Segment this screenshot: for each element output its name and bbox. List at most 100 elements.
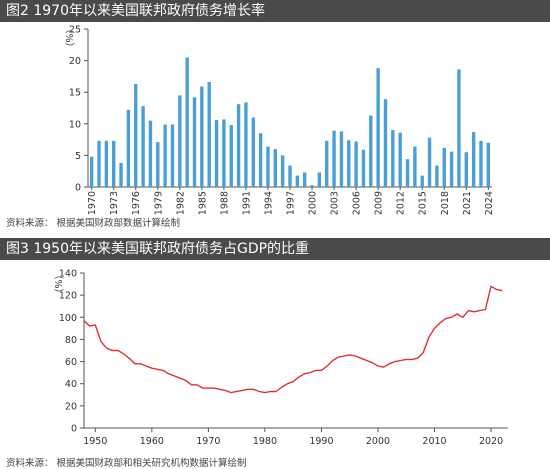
bar [332, 130, 336, 187]
bar [383, 99, 388, 187]
bar [347, 140, 351, 187]
bar [273, 149, 277, 187]
y-tick-label: 0 [75, 183, 81, 194]
bar [442, 147, 446, 187]
bar [369, 115, 373, 187]
figure2-title: 图3 1950年以来美国联邦政府债务占GDP的比重 [0, 238, 550, 260]
bar [288, 165, 292, 187]
bar [325, 140, 329, 187]
bar [303, 172, 307, 187]
x-tick-label: 2024 [484, 191, 495, 215]
x-tick-label: 1970 [87, 191, 98, 215]
bar [405, 159, 410, 187]
bar [391, 130, 395, 187]
x-tick-label: 1979 [153, 191, 164, 215]
bar [207, 82, 211, 187]
y-axis-unit-label: （%） [63, 24, 75, 52]
bar [97, 140, 101, 187]
bar [185, 57, 189, 187]
bar [229, 125, 233, 187]
bar [163, 124, 167, 187]
x-tick-label: 1985 [197, 191, 208, 215]
figure1-title: 图2 1970年以来美国联邦政府债务增长率 [0, 0, 550, 22]
bar [192, 97, 197, 187]
bar [413, 146, 417, 187]
y-tick-label: 10 [69, 119, 81, 130]
bar [236, 104, 241, 187]
x-tick-label: 2018 [440, 191, 451, 215]
x-tick-label: 1991 [241, 191, 252, 215]
bar [266, 146, 270, 187]
y-axis-unit-label: （%） [52, 270, 64, 298]
figure2-source: 资料来源： 根据美国财政部和相关研究机构数据计算绘制 [6, 458, 247, 469]
y-tick-label: 60 [65, 357, 77, 368]
bar [479, 140, 483, 187]
bar [170, 124, 175, 187]
x-tick-label: 2006 [352, 191, 363, 215]
bar [214, 120, 219, 187]
bar [457, 69, 461, 187]
bar-chart: 0 5 10 15 20 25（%） 1970 1973 1976 1979 1982 1985 198… [63, 24, 495, 215]
x-tick-label: 2010 [422, 436, 446, 447]
bar [134, 83, 138, 187]
bar [148, 120, 153, 187]
bar [112, 140, 116, 187]
y-tick-label: 15 [69, 88, 81, 99]
x-tick-label: 2000 [366, 436, 390, 447]
x-tick-label: 1997 [286, 191, 297, 215]
bar [156, 142, 160, 187]
y-tick-label: 5 [75, 151, 81, 162]
bar [200, 86, 204, 187]
x-tick-label: 2020 [479, 436, 503, 447]
bar [222, 119, 226, 187]
x-tick-label: 1960 [140, 436, 164, 447]
x-tick-label: 1988 [219, 191, 230, 215]
bar [244, 102, 248, 187]
bar [119, 162, 123, 187]
y-tick-label: 20 [69, 56, 81, 67]
bar [464, 152, 468, 187]
bar [141, 106, 145, 187]
y-tick-label: 80 [65, 335, 77, 346]
x-tick-label: 1970 [196, 436, 220, 447]
bar [471, 132, 476, 187]
x-tick-label: 2009 [374, 191, 385, 215]
y-tick-label: 0 [71, 424, 77, 435]
bar [317, 172, 322, 187]
bar [361, 149, 366, 187]
x-tick-label: 2003 [330, 191, 341, 215]
bar [310, 185, 314, 187]
x-tick-label: 2015 [418, 191, 429, 215]
bar [420, 175, 424, 187]
y-tick-label: 120 [59, 291, 77, 302]
bar [258, 133, 263, 187]
bar [126, 109, 131, 187]
bar [435, 165, 439, 187]
x-tick-label: 2012 [396, 191, 407, 215]
bar [178, 95, 182, 187]
x-tick-label: 2000 [308, 191, 319, 215]
y-tick-label: 100 [59, 313, 77, 324]
bar [427, 137, 432, 187]
x-tick-label: 1950 [83, 436, 107, 447]
bar [376, 68, 380, 187]
bar [104, 140, 109, 187]
bar [339, 131, 344, 187]
debt-to-gdp-line [83, 285, 503, 394]
x-tick-label: 1994 [263, 191, 274, 215]
x-tick-label: 1980 [253, 436, 277, 447]
y-tick-label: 20 [65, 401, 77, 412]
y-tick-label: 140 [59, 269, 77, 280]
x-tick-label: 1982 [175, 191, 186, 215]
bar [89, 156, 94, 187]
bar [280, 155, 285, 187]
bar [354, 141, 358, 187]
x-tick-label: 1990 [309, 436, 333, 447]
bar [398, 132, 402, 187]
y-tick-label: 25 [69, 25, 81, 36]
y-tick-label: 40 [65, 379, 77, 390]
bar [449, 151, 454, 187]
x-tick-label: 2021 [462, 191, 473, 215]
bar [486, 142, 491, 187]
